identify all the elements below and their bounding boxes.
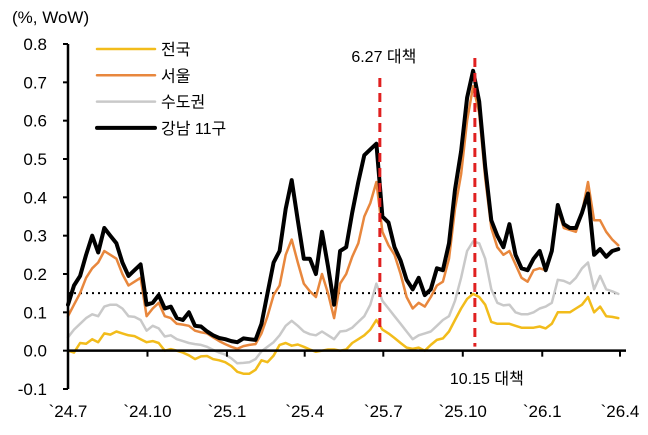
x-tick-label: `25.1	[208, 402, 247, 421]
y-tick-label: 0.3	[23, 227, 47, 246]
y-tick-label: 0.4	[23, 188, 47, 207]
policy-marker-label: 10.15 대책	[450, 370, 524, 388]
x-tick-label: `26.4	[601, 402, 640, 421]
legend-label: 전국	[161, 41, 190, 59]
legend-label: 서울	[161, 67, 190, 85]
annotation-layer: 6.27 대책 10.15 대책	[351, 48, 524, 388]
x-tick-label: `25.10	[439, 402, 487, 421]
x-tick-label: `25.4	[285, 402, 324, 421]
y-tick-label: 0.0	[23, 342, 47, 361]
y-tick-label: 0.8	[23, 35, 47, 54]
y-tick-label: 0.1	[23, 303, 47, 322]
series-layer	[66, 68, 621, 375]
x-tick-label: `25.7	[364, 402, 403, 421]
series-line-강남 11구	[66, 68, 621, 345]
y-tick-label: 0.5	[23, 150, 47, 169]
x-tick-label: `24.7	[49, 402, 88, 421]
x-tick-label: `24.10	[123, 402, 171, 421]
y-tick-label: 0.7	[23, 73, 47, 92]
y-tick-label: -0.1	[18, 380, 47, 399]
legend-label: 수도권	[161, 94, 205, 112]
policy-marker-label: 6.27 대책	[351, 48, 416, 66]
y-tick-label: 0.2	[23, 265, 47, 284]
legend-label: 강남 11구	[161, 120, 226, 138]
unit-label: (%, WoW)	[12, 8, 89, 27]
y-tick-label: 0.6	[23, 112, 47, 131]
x-tick-label: `26.1	[523, 402, 562, 421]
series-line-수도권	[66, 240, 620, 365]
series-line-전국	[66, 292, 620, 375]
axes: -0.1 0.0 0.1 0.2 0.3 0.4 0.5 0.6 0.7 0.8 `24.7 `24.…	[18, 35, 640, 421]
series-line-서울	[66, 84, 620, 351]
